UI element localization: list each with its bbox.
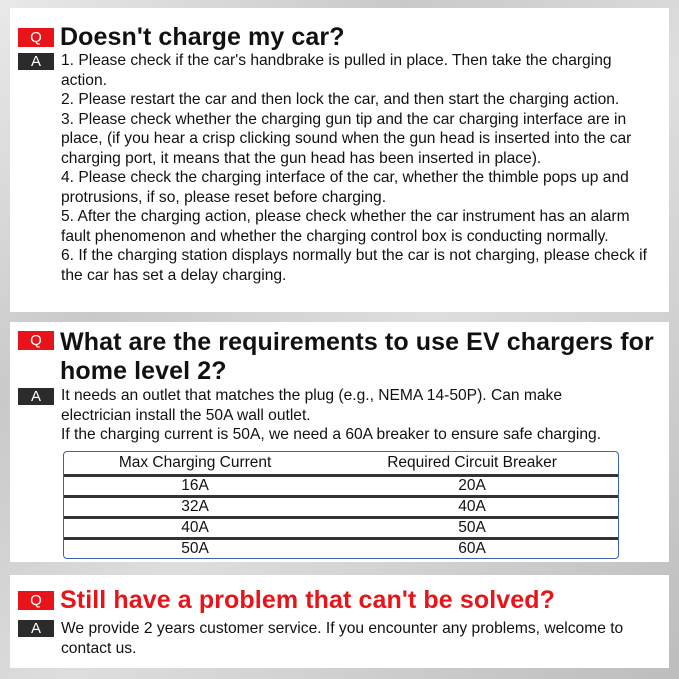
faq-panel-1: Q Doesn't charge my car? A 1. Please che…: [10, 8, 669, 312]
answer-badge: A: [18, 620, 54, 637]
table-row: 50A 60A: [64, 537, 618, 558]
answer-line: 4. Please check the charging interface o…: [61, 169, 629, 206]
question-badge: Q: [18, 331, 54, 350]
answer-text: We provide 2 years customer service. If …: [61, 619, 639, 658]
table-cell: 40A: [64, 516, 327, 537]
answer-badge: A: [18, 388, 54, 405]
answer-line: 2. Please restart the car and then lock …: [61, 91, 620, 108]
table-cell: 16A: [64, 474, 327, 495]
table-row: 16A 20A: [64, 474, 618, 495]
answer-line: 5. After the charging action, please che…: [61, 208, 630, 245]
table-header: Max Charging Current: [118, 454, 272, 471]
table-cell: 40A: [326, 495, 618, 516]
answer-line: 3. Please check whether the charging gun…: [61, 110, 632, 167]
table-row: 32A 40A: [64, 495, 618, 516]
answer-text: 1. Please check if the car's handbrake i…: [61, 51, 655, 285]
table-row: 40A 50A: [64, 516, 618, 537]
answer-badge: A: [18, 53, 54, 70]
answer-line: If the charging current is 50A, we need …: [61, 426, 602, 443]
answer-line: 1. Please check if the car's handbrake i…: [61, 52, 612, 89]
answer-line: We provide 2 years customer service. If …: [61, 620, 624, 657]
question-title: Still have a problem that can't be solve…: [60, 586, 555, 614]
table-cell: 60A: [326, 537, 618, 558]
table-cell: 20A: [326, 474, 618, 495]
answer-line: 6. If the charging station displays norm…: [61, 247, 647, 284]
table-cell: 50A: [326, 516, 618, 537]
table-cell: 50A: [64, 537, 327, 558]
question-title: Doesn't charge my car?: [60, 23, 345, 51]
question-badge: Q: [18, 28, 54, 47]
answer-text: It needs an outlet that matches the plug…: [61, 386, 619, 445]
faq-panel-3: Q Still have a problem that can't be sol…: [10, 575, 669, 668]
faq-panel-2: Q What are the requirements to use EV ch…: [10, 322, 669, 562]
question-badge: Q: [18, 591, 54, 610]
table-header: Required Circuit Breaker: [387, 454, 557, 471]
breaker-table: Max Charging Current Required Circuit Bre…: [63, 451, 619, 559]
answer-line: It needs an outlet that matches the plug…: [61, 387, 563, 424]
table-cell: 32A: [64, 495, 327, 516]
question-title: What are the requirements to use EV char…: [60, 328, 654, 385]
